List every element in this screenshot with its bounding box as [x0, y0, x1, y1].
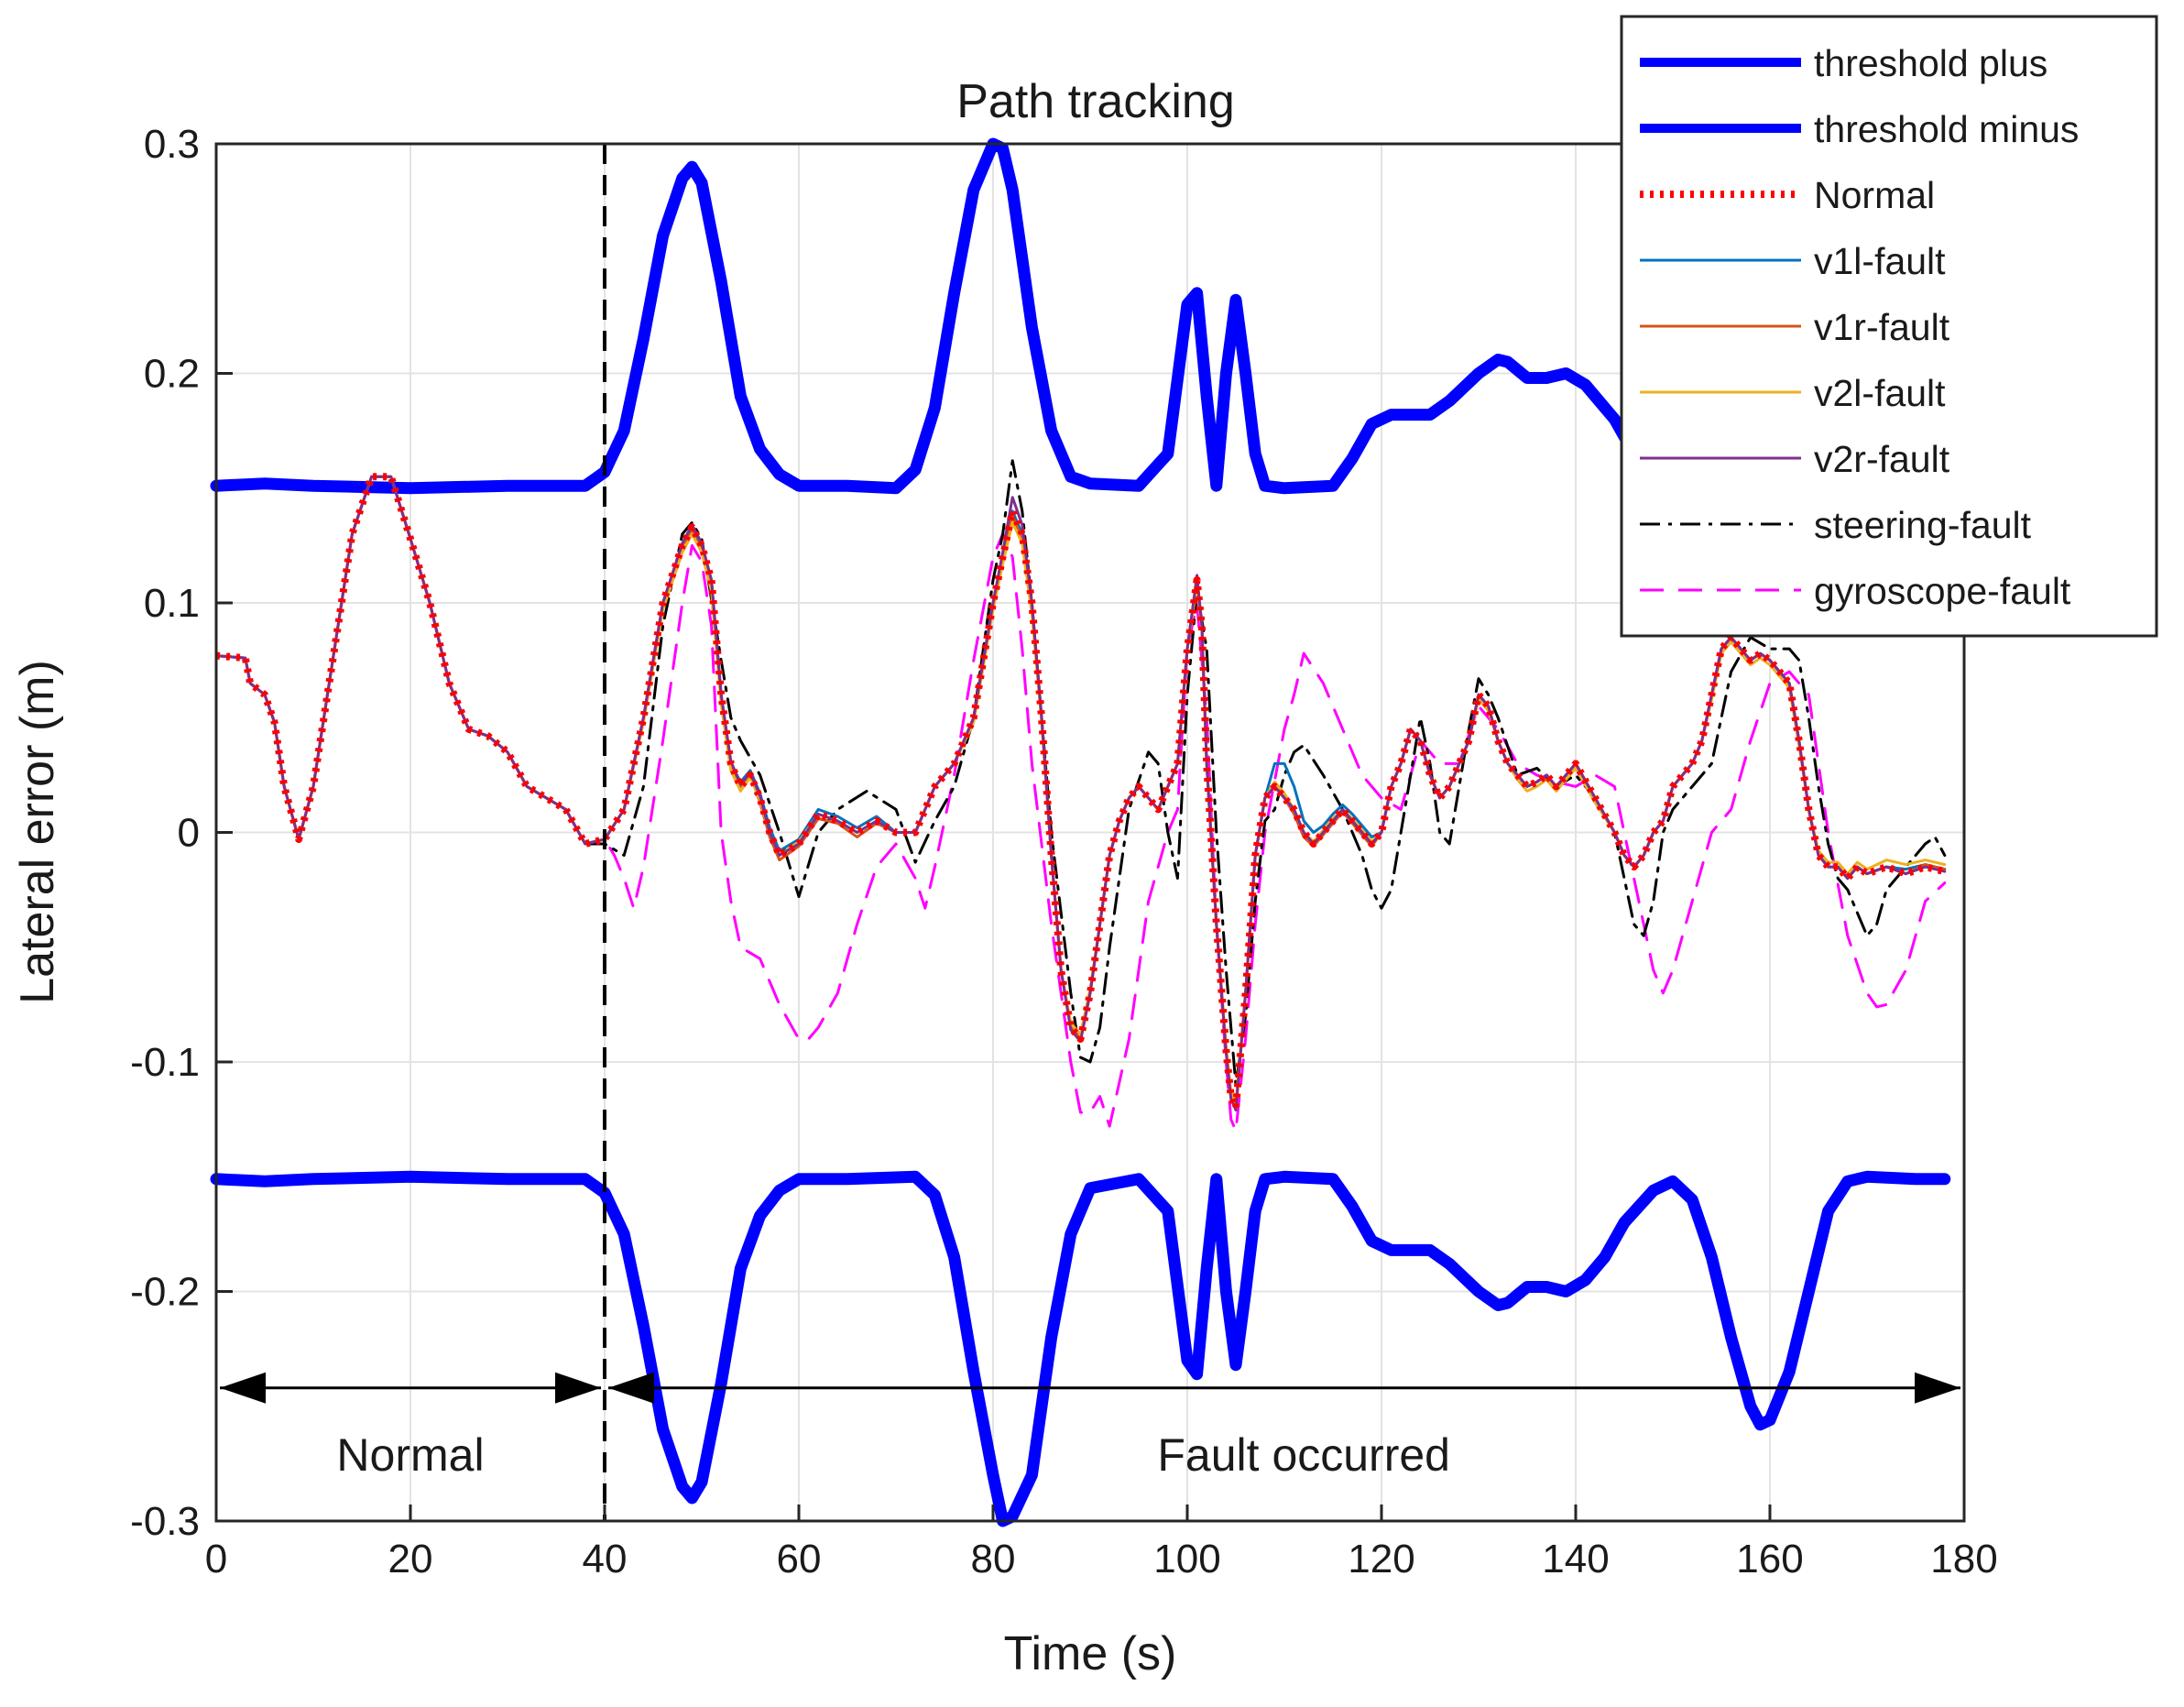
- x-tick-label: 60: [777, 1537, 822, 1581]
- normal-arrow-head-left: [220, 1372, 266, 1404]
- x-tick-label: 120: [1348, 1537, 1414, 1581]
- x-tick-label: 0: [205, 1537, 227, 1581]
- x-axis-label: Time (s): [1004, 1627, 1177, 1680]
- fault-arrow-head-right: [1915, 1372, 1960, 1404]
- y-tick-label: 0.1: [144, 581, 200, 626]
- x-tick-label: 100: [1153, 1537, 1220, 1581]
- chart-title: Path tracking: [956, 75, 1235, 128]
- y-tick-label: 0: [178, 811, 200, 856]
- legend-label: v2l-fault: [1814, 372, 1946, 414]
- legend: threshold plus threshold minus Normal v1l-f…: [1620, 15, 2158, 638]
- legend-label: v2r-fault: [1814, 438, 1950, 480]
- y-tick-label: -0.1: [130, 1040, 200, 1085]
- x-tick-label: 40: [583, 1537, 628, 1581]
- normal-annotation-label: Normal: [336, 1429, 484, 1481]
- legend-label: steering-fault: [1814, 504, 2032, 546]
- legend-label: v1l-fault: [1814, 240, 1946, 282]
- normal-arrow-head-right: [555, 1372, 601, 1404]
- series-group: [210, 137, 1951, 1527]
- y-tick-label: -0.2: [130, 1270, 200, 1315]
- x-tick-label: 160: [1736, 1537, 1803, 1581]
- annotations-group: Normal Fault occurred: [220, 144, 1960, 1521]
- legend-label: threshold minus: [1814, 108, 2079, 150]
- legend-label: threshold plus: [1814, 42, 2048, 84]
- series-line-threshold-minus: [210, 1170, 1951, 1527]
- x-tick-label: 20: [388, 1537, 433, 1581]
- fault-arrow-head-left: [608, 1372, 654, 1404]
- y-tick-label: -0.3: [130, 1499, 200, 1544]
- ticks-group: 0 20 40 60 80 100 120 140 160 180 -0.3 -0.2 -0.1 0 0.1…: [130, 122, 1998, 1581]
- fault-annotation-label: Fault occurred: [1157, 1429, 1450, 1481]
- series-line-normal: [215, 473, 1946, 1112]
- y-tick-label: 0.3: [144, 122, 200, 167]
- y-axis-label: Lateral error (m): [11, 660, 64, 1004]
- x-tick-label: 140: [1542, 1537, 1609, 1581]
- legend-label: Normal: [1814, 174, 1935, 216]
- series-line-threshold-plus: [210, 137, 1951, 495]
- legend-label: gyroscope-fault: [1814, 570, 2071, 612]
- y-tick-label: 0.2: [144, 352, 200, 397]
- x-tick-label: 80: [971, 1537, 1016, 1581]
- legend-label: v1r-fault: [1814, 306, 1950, 348]
- x-tick-label: 180: [1930, 1537, 1997, 1581]
